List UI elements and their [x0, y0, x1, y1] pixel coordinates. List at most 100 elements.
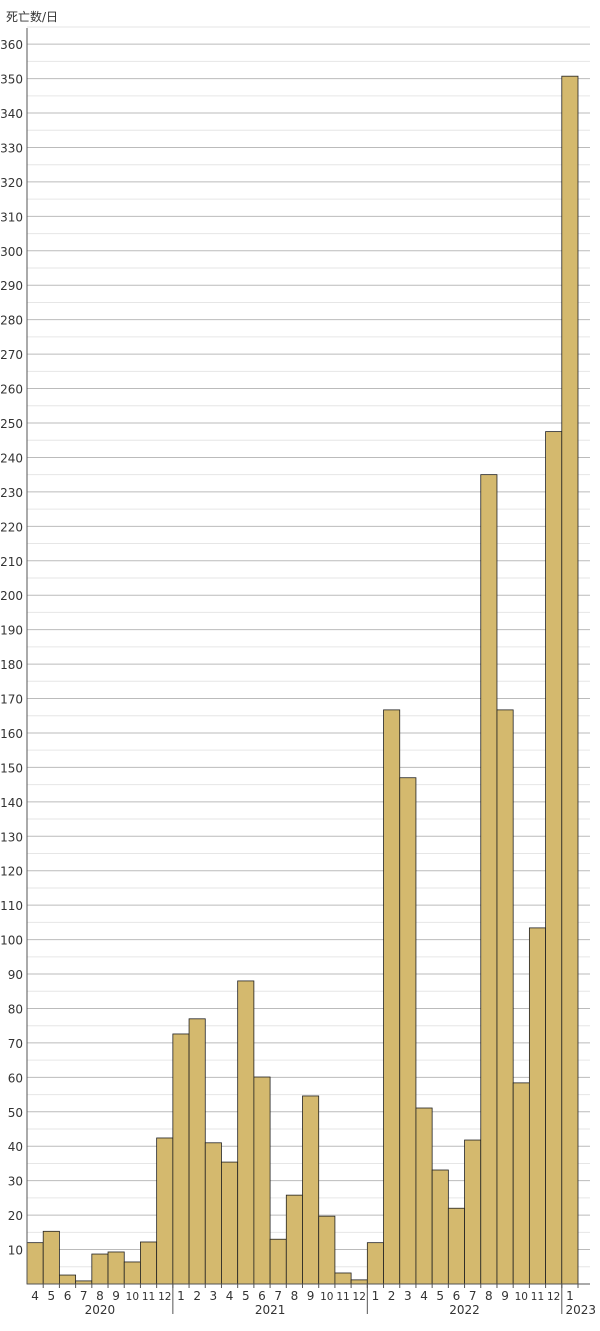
month-label: 11 [531, 1291, 544, 1303]
month-label: 2 [388, 1289, 396, 1303]
bar [221, 1161, 239, 1285]
y-tick-label: 240 [0, 451, 23, 465]
year-label: 2021 [255, 1303, 286, 1317]
month-label: 11 [142, 1291, 155, 1303]
y-tick-label: 30 [8, 1175, 23, 1189]
month-label: 5 [47, 1289, 55, 1303]
bar [156, 1137, 174, 1285]
bar [447, 1207, 465, 1285]
month-label: 3 [210, 1289, 218, 1303]
y-tick-label: 340 [0, 107, 23, 121]
y-tick-label: 350 [0, 73, 23, 87]
y-tick-label: 80 [8, 1002, 23, 1016]
y-tick-label: 310 [0, 210, 23, 224]
y-tick-label: 10 [8, 1244, 23, 1258]
y-tick-label: 120 [0, 865, 23, 879]
bar [237, 980, 255, 1285]
y-tick-label: 160 [0, 727, 23, 741]
bar [42, 1230, 60, 1285]
bar [399, 777, 417, 1285]
month-label: 3 [404, 1289, 412, 1303]
y-tick-label: 150 [0, 761, 23, 775]
bar [528, 927, 546, 1285]
bar [172, 1033, 190, 1285]
month-label: 4 [226, 1289, 234, 1303]
month-label: 12 [158, 1291, 171, 1303]
month-label: 7 [80, 1289, 88, 1303]
bar [91, 1253, 109, 1285]
y-axis-label: 死亡数/日 [6, 9, 58, 24]
bar [383, 709, 401, 1285]
month-label: 10 [320, 1291, 333, 1303]
bar [318, 1215, 336, 1285]
month-label: 10 [126, 1291, 139, 1303]
y-tick-label: 100 [0, 934, 23, 948]
y-tick-label: 20 [8, 1209, 23, 1223]
bar [26, 1242, 44, 1285]
y-tick-label: 210 [0, 555, 23, 569]
month-label: 8 [485, 1289, 493, 1303]
month-label: 9 [112, 1289, 120, 1303]
month-label: 5 [242, 1289, 250, 1303]
y-tick-label: 110 [0, 899, 23, 913]
bar [140, 1241, 158, 1285]
y-tick-label: 330 [0, 141, 23, 155]
month-label: 6 [453, 1289, 461, 1303]
month-label: 4 [420, 1289, 428, 1303]
bar [415, 1107, 433, 1285]
y-tick-label: 60 [8, 1071, 23, 1085]
month-label: 12 [547, 1291, 560, 1303]
bar [496, 709, 514, 1285]
month-label: 5 [436, 1289, 444, 1303]
y-tick-label: 70 [8, 1037, 23, 1051]
y-tick-label: 250 [0, 417, 23, 431]
month-label: 9 [307, 1289, 315, 1303]
bar [123, 1261, 141, 1285]
y-tick-label: 190 [0, 624, 23, 638]
month-label: 2 [193, 1289, 201, 1303]
year-label: 2023 [566, 1303, 597, 1317]
y-tick-label: 300 [0, 245, 23, 259]
y-tick-label: 360 [0, 38, 23, 52]
bar [188, 1018, 206, 1285]
y-tick-label: 230 [0, 486, 23, 500]
bar [253, 1076, 271, 1285]
y-tick-label: 200 [0, 589, 23, 603]
month-label: 6 [64, 1289, 72, 1303]
y-tick-label: 260 [0, 383, 23, 397]
bar [561, 75, 579, 1285]
y-tick-label: 50 [8, 1106, 23, 1120]
y-tick-label: 90 [8, 968, 23, 982]
y-tick-label: 270 [0, 348, 23, 362]
bar [285, 1194, 303, 1285]
bar [107, 1251, 125, 1285]
y-tick-label: 40 [8, 1140, 23, 1154]
bar [545, 431, 563, 1285]
month-label: 1 [372, 1289, 380, 1303]
bar [480, 474, 498, 1285]
month-label: 1 [566, 1289, 574, 1303]
month-label: 1 [177, 1289, 185, 1303]
bar [350, 1279, 368, 1285]
bar [366, 1242, 384, 1285]
month-label: 10 [515, 1291, 528, 1303]
month-label: 9 [501, 1289, 509, 1303]
bar [512, 1082, 530, 1285]
bar [302, 1095, 320, 1285]
y-tick-label: 220 [0, 520, 23, 534]
month-label: 7 [469, 1289, 477, 1303]
bar [269, 1238, 287, 1285]
y-tick-label: 140 [0, 796, 23, 810]
bar [464, 1139, 482, 1285]
bar [204, 1142, 222, 1285]
month-label: 8 [96, 1289, 104, 1303]
y-tick-label: 170 [0, 693, 23, 707]
y-tick-label: 320 [0, 176, 23, 190]
y-tick-label: 180 [0, 658, 23, 672]
y-tick-label: 130 [0, 830, 23, 844]
y-tick-label: 290 [0, 279, 23, 293]
month-label: 11 [336, 1291, 349, 1303]
bar [59, 1274, 77, 1285]
year-label: 2022 [449, 1303, 480, 1317]
